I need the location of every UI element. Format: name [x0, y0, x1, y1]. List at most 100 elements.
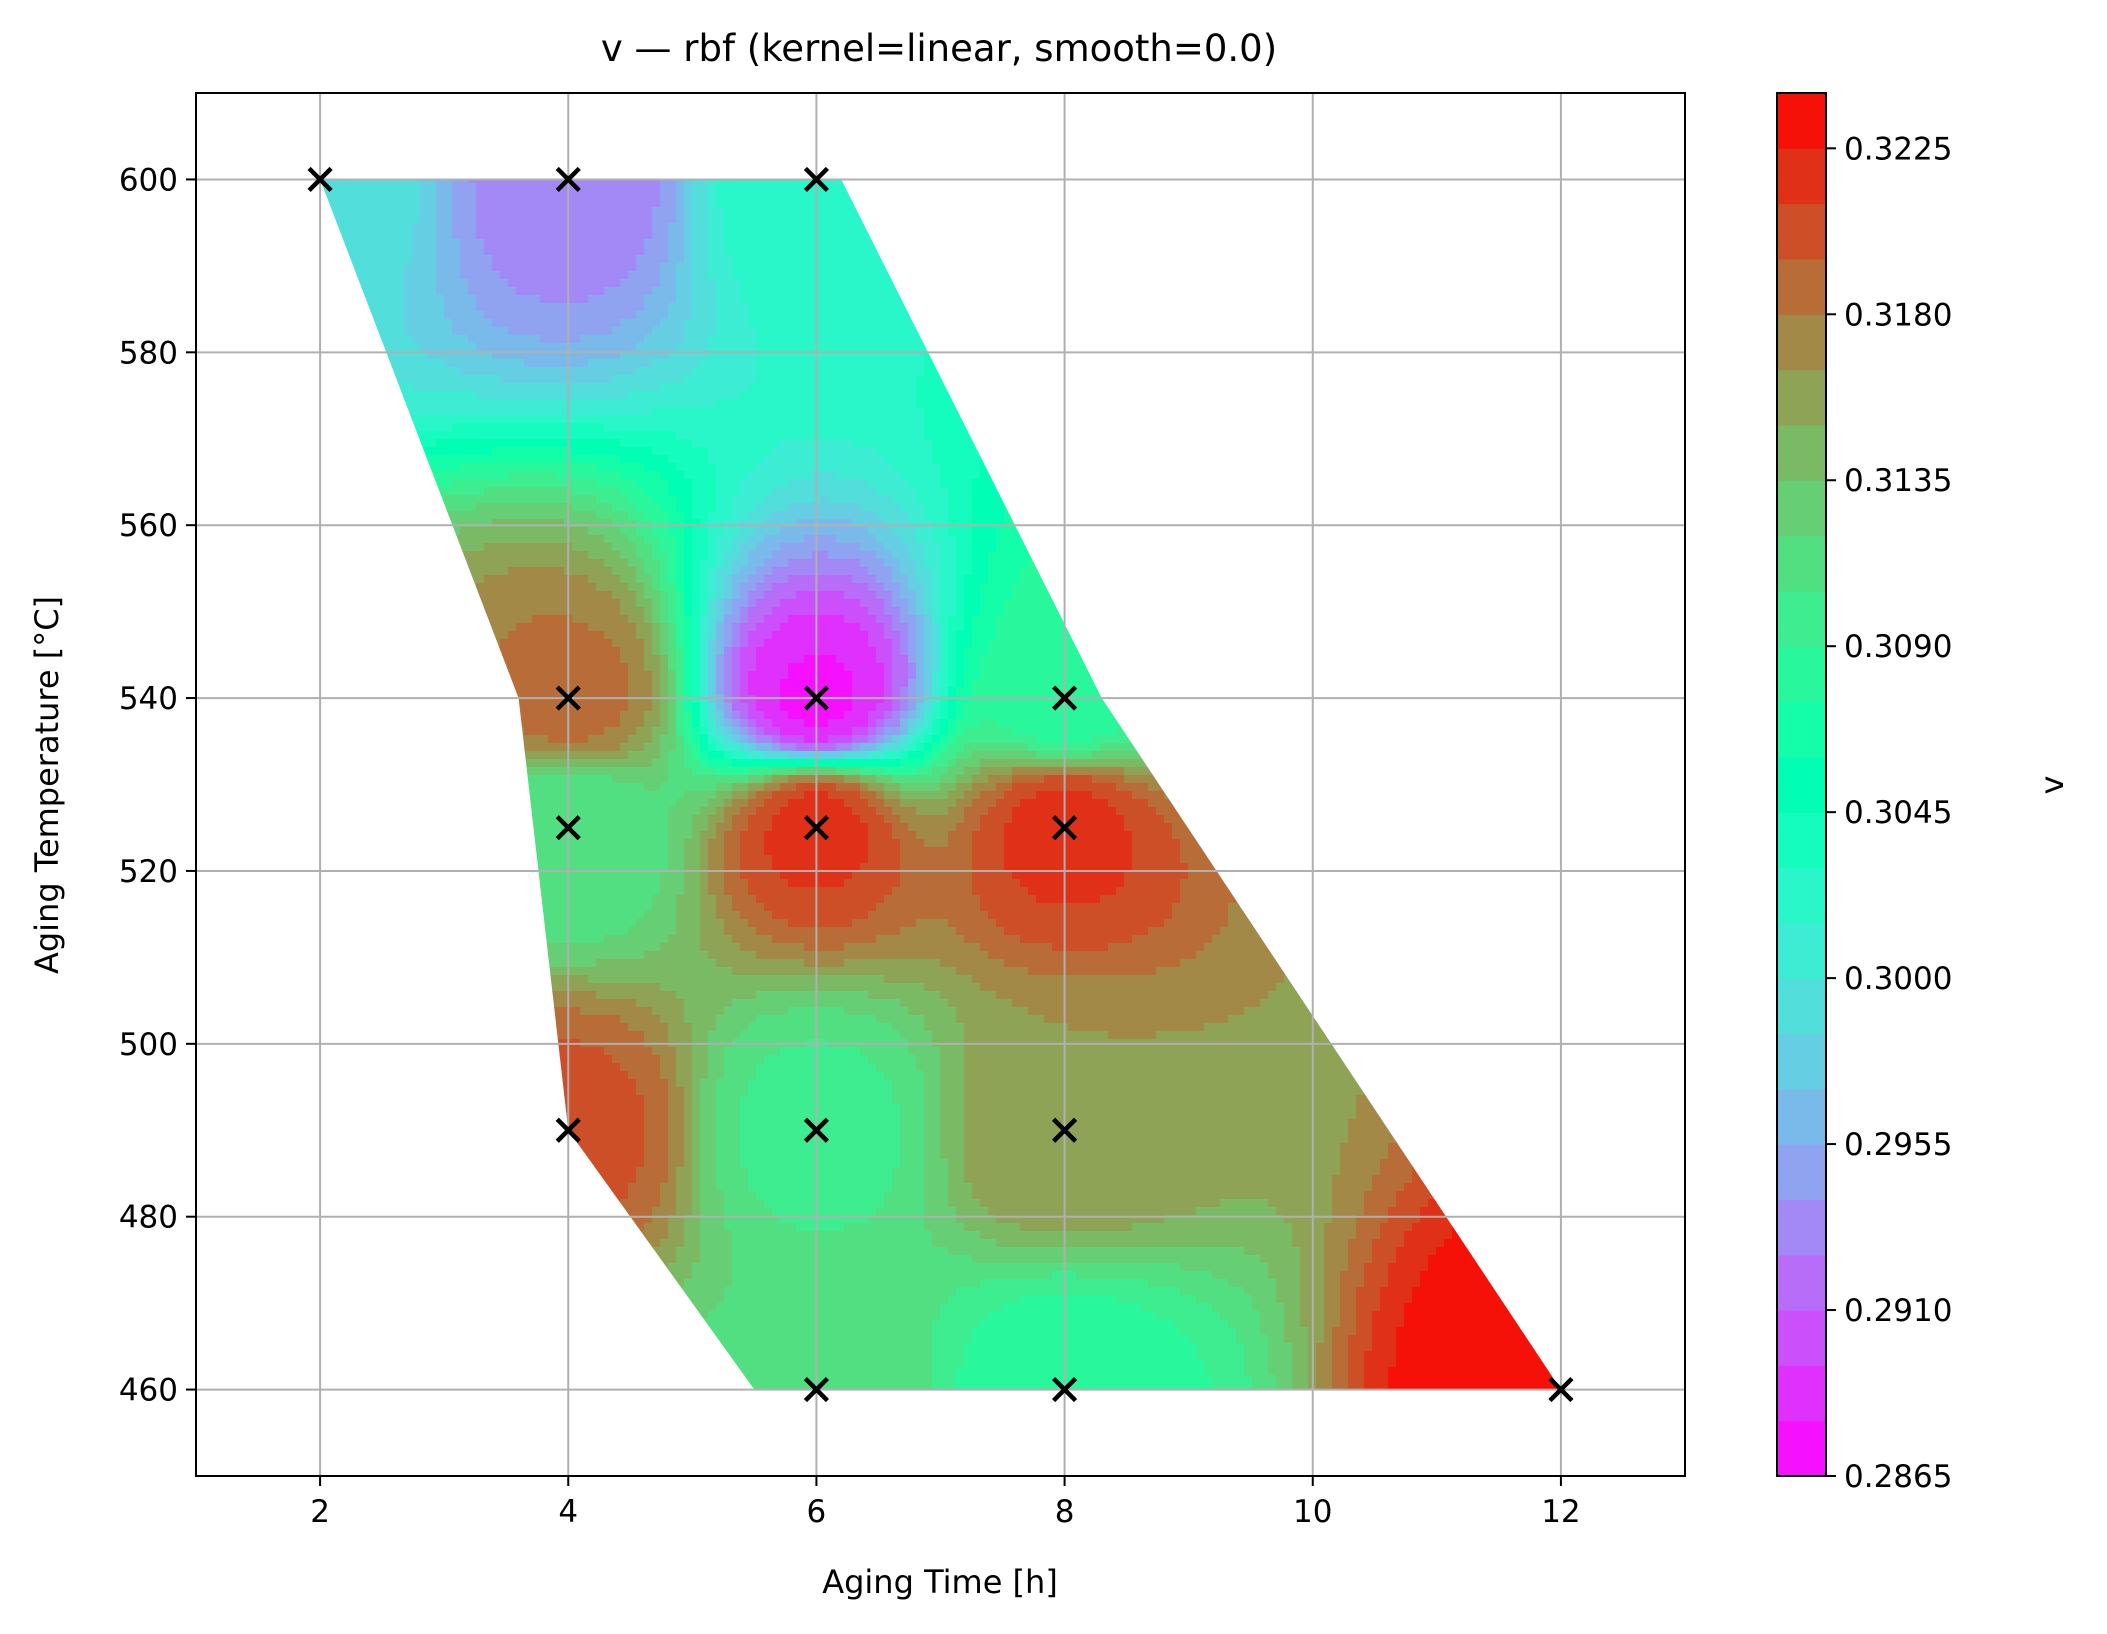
- field-cell: [404, 287, 413, 296]
- field-cell: [380, 327, 389, 336]
- field-cell: [716, 351, 725, 360]
- field-cell: [892, 303, 901, 312]
- field-cell: [484, 279, 493, 288]
- field-cell: [452, 215, 461, 224]
- field-cell: [412, 407, 421, 416]
- field-cell: [588, 423, 597, 432]
- field-cell: [396, 359, 405, 368]
- field-cell: [444, 287, 453, 296]
- field-cell: [404, 183, 413, 192]
- field-cell: [852, 359, 861, 368]
- field-cell: [396, 207, 405, 216]
- field-cell: [356, 255, 365, 264]
- field-cell: [636, 239, 645, 248]
- field-cell: [508, 191, 517, 200]
- field-cell: [852, 335, 861, 344]
- field-cell: [764, 207, 773, 216]
- field-cell: [572, 215, 581, 224]
- field-cell: [708, 327, 717, 336]
- field-cell: [524, 263, 533, 272]
- field-cell: [660, 199, 669, 208]
- field-cell: [404, 327, 413, 336]
- field-cell: [428, 303, 437, 312]
- field-cell: [796, 223, 805, 232]
- field-cell: [572, 399, 581, 408]
- field-cell: [548, 183, 557, 192]
- field-cell: [708, 231, 717, 240]
- field-cell: [852, 319, 861, 328]
- field-cell: [604, 223, 613, 232]
- field-cell: [492, 399, 501, 408]
- field-cell: [924, 415, 933, 424]
- field-cell: [756, 215, 765, 224]
- field-cell: [444, 399, 453, 408]
- field-cell: [796, 263, 805, 272]
- field-cell: [396, 287, 405, 296]
- field-cell: [612, 327, 621, 336]
- field-cell: [660, 391, 669, 400]
- field-cell: [548, 191, 557, 200]
- field-cell: [628, 351, 637, 360]
- field-cell: [700, 399, 709, 408]
- field-cell: [892, 391, 901, 400]
- field-cell: [780, 179, 789, 184]
- field-cell: [860, 247, 869, 256]
- field-cell: [492, 319, 501, 328]
- field-cell: [444, 303, 453, 312]
- field-cell: [492, 183, 501, 192]
- field-cell: [660, 423, 669, 432]
- field-cell: [372, 247, 381, 256]
- field-cell: [412, 375, 421, 384]
- field-cell: [700, 383, 709, 392]
- field-cell: [476, 287, 485, 296]
- field-cell: [788, 271, 797, 280]
- field-cell: [620, 319, 629, 328]
- field-cell: [532, 255, 541, 264]
- field-cell: [484, 399, 493, 408]
- field-cell: [492, 179, 501, 184]
- field-cell: [820, 343, 829, 352]
- field-cell: [476, 223, 485, 232]
- field-cell: [444, 295, 453, 304]
- field-cell: [644, 399, 653, 408]
- field-cell: [596, 183, 605, 192]
- field-cell: [380, 239, 389, 248]
- field-cell: [468, 295, 477, 304]
- field-cell: [580, 263, 589, 272]
- field-cell: [700, 231, 709, 240]
- field-cell: [628, 231, 637, 240]
- field-cell: [668, 179, 677, 184]
- field-cell: [892, 407, 901, 416]
- field-cell: [820, 207, 829, 216]
- field-cell: [884, 295, 893, 304]
- field-cell: [380, 271, 389, 280]
- field-cell: [836, 415, 845, 424]
- field-cell: [532, 375, 541, 384]
- field-cell: [716, 319, 725, 328]
- field-cell: [436, 391, 445, 400]
- field-cell: [716, 311, 725, 320]
- field-cell: [924, 423, 933, 432]
- field-cell: [772, 375, 781, 384]
- field-cell: [468, 359, 477, 368]
- field-cell: [708, 295, 717, 304]
- field-cell: [556, 271, 565, 280]
- field-cell: [868, 415, 877, 424]
- field-cell: [724, 311, 733, 320]
- field-cell: [788, 327, 797, 336]
- field-cell: [796, 199, 805, 208]
- field-cell: [692, 271, 701, 280]
- field-cell: [620, 399, 629, 408]
- field-cell: [516, 359, 525, 368]
- field-cell: [836, 271, 845, 280]
- field-cell: [548, 303, 557, 312]
- field-cell: [764, 335, 773, 344]
- field-cell: [572, 311, 581, 320]
- field-cell: [860, 343, 869, 352]
- field-cell: [708, 359, 717, 368]
- field-cell: [540, 255, 549, 264]
- field-cell: [652, 287, 661, 296]
- field-cell: [860, 279, 869, 288]
- field-cell: [508, 399, 517, 408]
- field-cell: [660, 207, 669, 216]
